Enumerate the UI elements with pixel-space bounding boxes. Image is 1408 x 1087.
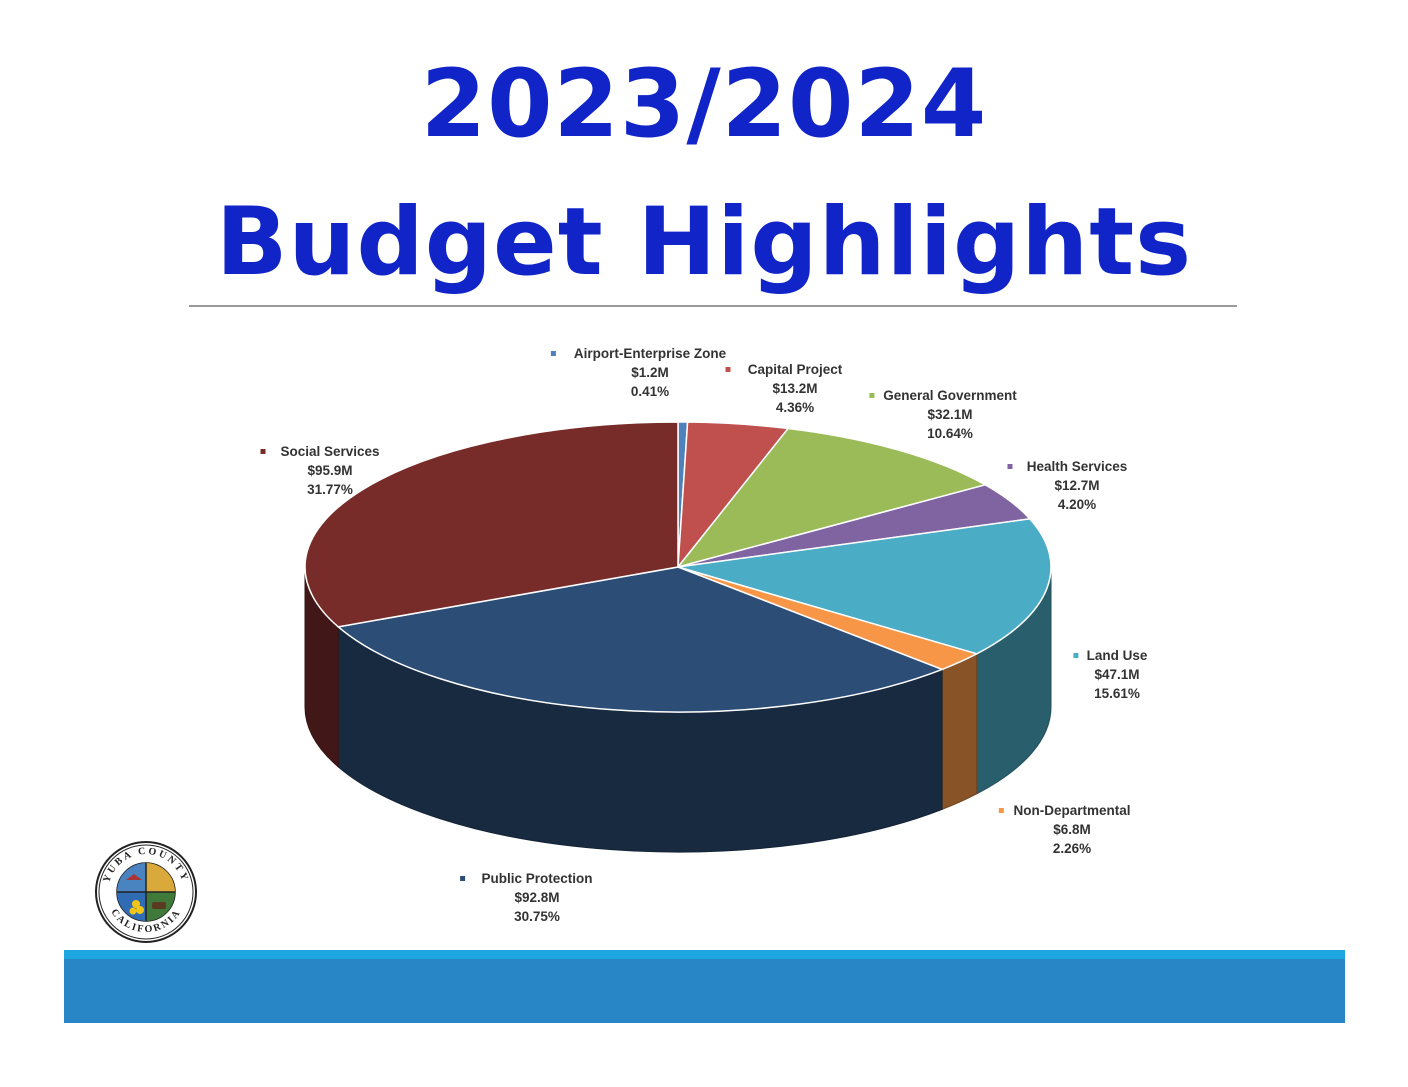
label-amount-social-services: $95.9M [307, 463, 352, 478]
pie-slice-public-protection [336, 566, 945, 713]
legend-marker-non-departmental [998, 808, 1004, 813]
label-percent-capital-project: 4.36% [776, 400, 814, 415]
pie-slice-general-government [675, 427, 988, 569]
label-amount-general-government: $32.1M [927, 407, 972, 422]
pie-slice-land-use [677, 518, 1052, 655]
data-label-airport-enterprise-zone: Airport-Enterprise Zone $1.2M 0.41% [550, 346, 727, 399]
label-amount-land-use: $47.1M [1094, 667, 1139, 682]
label-amount-public-protection: $92.8M [514, 890, 559, 905]
data-label-non-departmental: Non-Departmental $6.8M 2.26% [998, 803, 1131, 856]
data-label-public-protection: Public Protection $92.8M 30.75% [460, 871, 593, 924]
label-amount-non-departmental: $6.8M [1053, 822, 1091, 837]
footer-band [64, 959, 1345, 1023]
legend-marker-general-government [869, 393, 875, 398]
legend-marker-public-protection [460, 876, 466, 881]
legend-marker-social-services [260, 449, 266, 454]
label-name-social-services: Social Services [280, 444, 379, 459]
data-label-land-use: Land Use $47.1M 15.61% [1073, 648, 1148, 701]
pie-chart: Airport-Enterprise Zone $1.2M 0.41% Capital… [260, 346, 1148, 924]
data-label-health-services: Health Services $12.7M 4.20% [1007, 459, 1128, 512]
label-percent-land-use: 15.61% [1094, 686, 1140, 701]
county-seal-logo: YUBA COUNTY CALIFORNIA [95, 841, 197, 943]
title-divider [189, 305, 1237, 307]
pie-slice-social-services [304, 421, 679, 628]
label-amount-airport-enterprise-zone: $1.2M [631, 365, 669, 380]
data-label-capital-project: Capital Project $13.2M 4.36% [725, 362, 843, 415]
page-title-year: 2023/2024 [420, 50, 988, 159]
label-name-public-protection: Public Protection [481, 871, 592, 886]
legend-marker-land-use [1073, 653, 1079, 658]
legend-marker-health-services [1007, 464, 1013, 469]
legend-marker-capital-project [725, 367, 731, 372]
label-percent-general-government: 10.64% [927, 426, 973, 441]
page-title: Budget Highlights [215, 188, 1193, 297]
label-name-health-services: Health Services [1027, 459, 1128, 474]
pie-side-non-departmental [941, 653, 978, 811]
label-percent-social-services: 31.77% [307, 482, 353, 497]
label-name-capital-project: Capital Project [748, 362, 843, 377]
data-label-general-government: General Government $32.1M 10.64% [869, 388, 1017, 441]
label-name-non-departmental: Non-Departmental [1013, 803, 1130, 818]
footer-band-accent [64, 950, 1345, 959]
legend-marker-airport-enterprise-zone [550, 351, 556, 356]
label-name-general-government: General Government [883, 388, 1017, 403]
label-amount-capital-project: $13.2M [772, 381, 817, 396]
label-percent-public-protection: 30.75% [514, 909, 560, 924]
label-name-airport-enterprise-zone: Airport-Enterprise Zone [574, 346, 727, 361]
label-percent-non-departmental: 2.26% [1053, 841, 1091, 856]
label-amount-health-services: $12.7M [1054, 478, 1099, 493]
label-name-land-use: Land Use [1087, 648, 1148, 663]
label-percent-health-services: 4.20% [1058, 497, 1096, 512]
data-label-social-services: Social Services $95.9M 31.77% [260, 444, 380, 497]
label-percent-airport-enterprise-zone: 0.41% [631, 384, 669, 399]
